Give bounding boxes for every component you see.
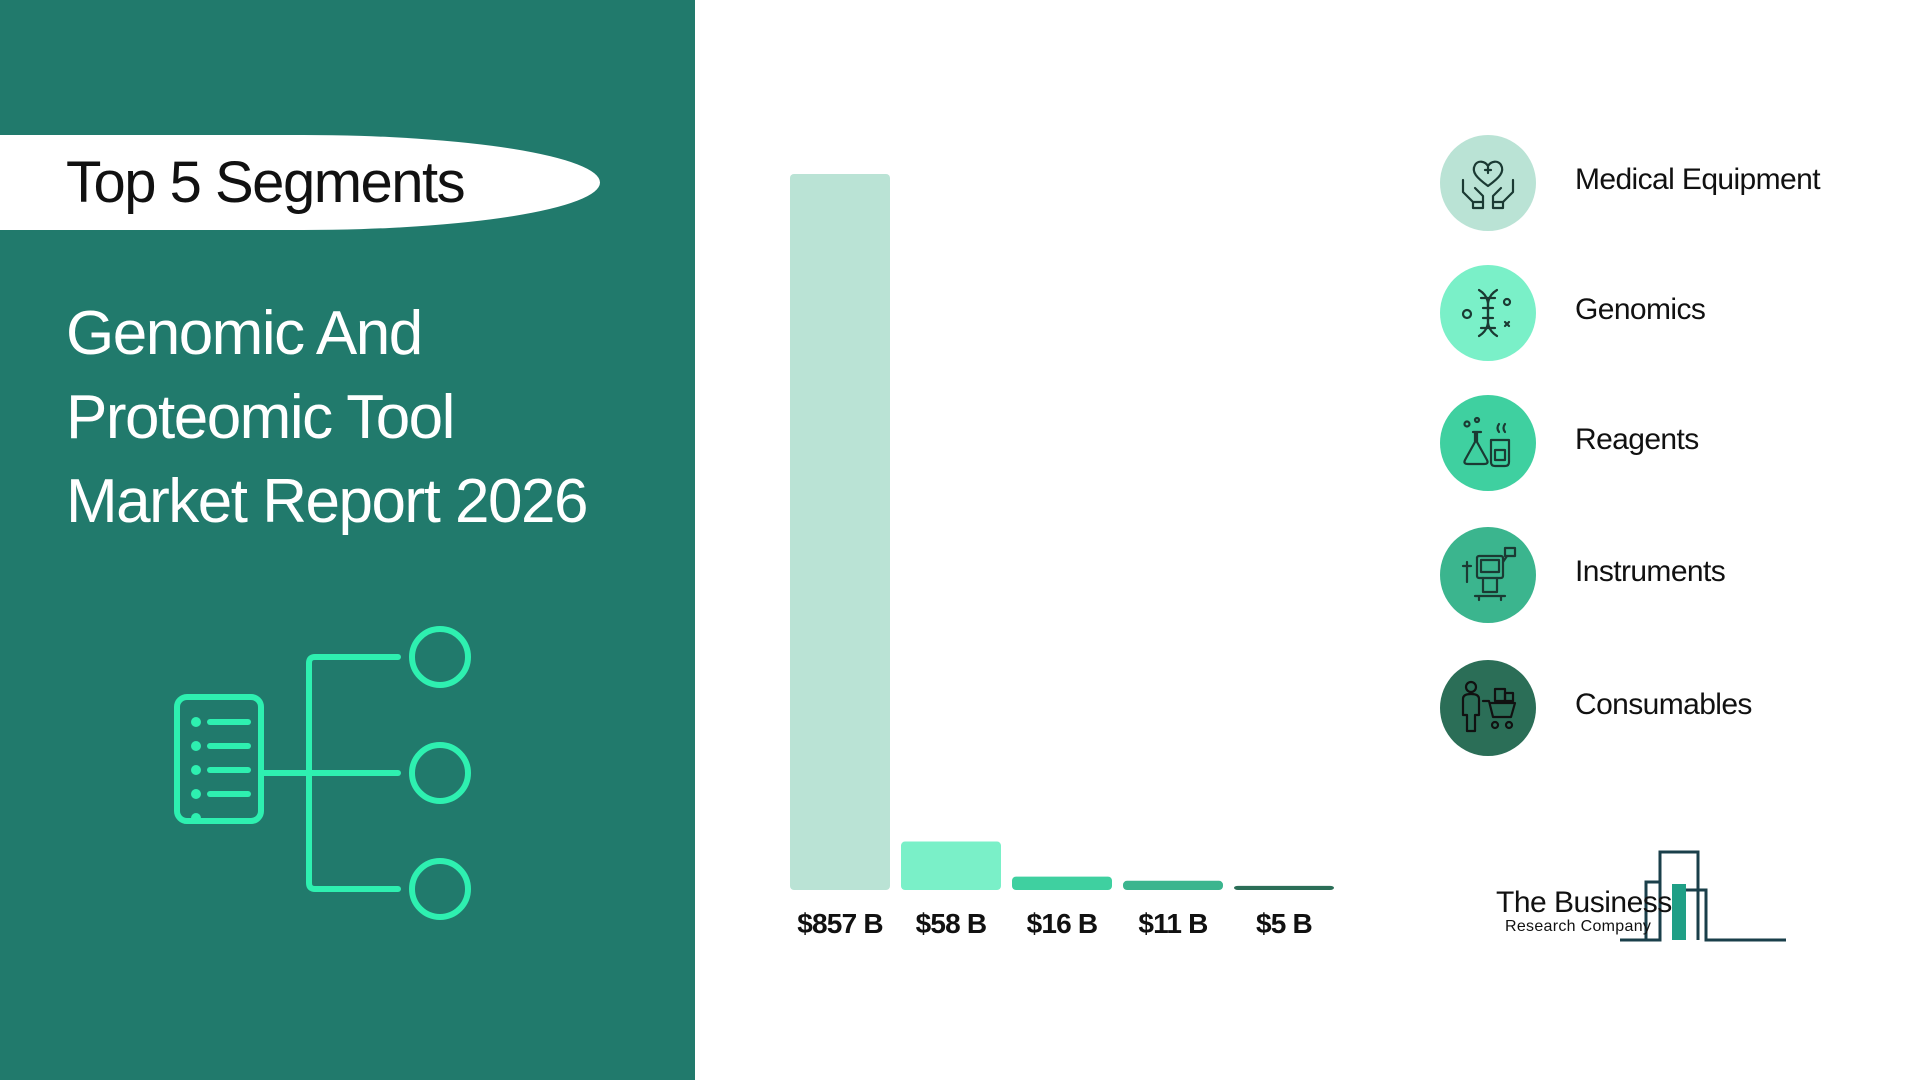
- legend-circle: [1440, 135, 1536, 231]
- logo-line2: Research Company: [1505, 918, 1652, 935]
- legend-label: Genomics: [1575, 293, 1706, 326]
- logo-line1: The Business: [1496, 886, 1672, 919]
- legend-item-instruments: Instruments: [1440, 527, 1880, 623]
- report-title: Genomic And Proteomic Tool Market Report…: [66, 292, 666, 544]
- legend-label: Medical Equipment: [1575, 163, 1821, 196]
- report-title-line: Genomic And: [66, 299, 423, 368]
- legend-label: Instruments: [1575, 555, 1726, 588]
- dna-icon: [1461, 288, 1512, 338]
- segments-tree-icon: [174, 626, 471, 920]
- title-pill: [0, 135, 600, 230]
- lab-flask-icon: [1463, 416, 1511, 468]
- bar-value-label: $16 B: [1027, 908, 1098, 939]
- skyline-logo-icon: [1620, 850, 1786, 942]
- legend-circle: [1440, 660, 1536, 756]
- bar-value-label: $11 B: [1138, 908, 1207, 939]
- company-logo: The Business Research Company: [1490, 850, 1810, 950]
- bar-instruments: [1123, 880, 1223, 890]
- bar-consumables: [1234, 885, 1334, 890]
- pill-title: Top 5 Segments: [66, 150, 466, 215]
- legend-label: Consumables: [1575, 688, 1752, 721]
- legend-label: Reagents: [1575, 423, 1699, 456]
- bar-medical-equipment: [790, 174, 890, 890]
- legend-item-reagents: Reagents: [1440, 395, 1880, 491]
- report-title-line: Proteomic Tool: [66, 383, 455, 452]
- bar-value-label: $857 B: [797, 908, 883, 939]
- bar-value-label: $58 B: [916, 908, 987, 939]
- bar-genomics: [901, 841, 1001, 890]
- legend-item-consumables: Consumables: [1440, 660, 1880, 756]
- medical-instrument-icon: [1461, 546, 1517, 602]
- legend-item-medical-equipment: Medical Equipment: [1440, 135, 1880, 231]
- legend-circle: [1440, 395, 1536, 491]
- legend-item-genomics: Genomics: [1440, 265, 1880, 361]
- bar-value-label: $5 B: [1256, 908, 1312, 939]
- bar-chart: $857 B $58 B $16 B $11 B $5 B: [790, 174, 1334, 939]
- legend-circle: [1440, 527, 1536, 623]
- bar-reagents: [1012, 876, 1112, 890]
- heart-in-hands-icon: [1461, 160, 1515, 210]
- shopping-cart-icon: [1461, 680, 1517, 733]
- report-title-line: Market Report 2026: [66, 467, 588, 536]
- legend-circle: [1440, 265, 1536, 361]
